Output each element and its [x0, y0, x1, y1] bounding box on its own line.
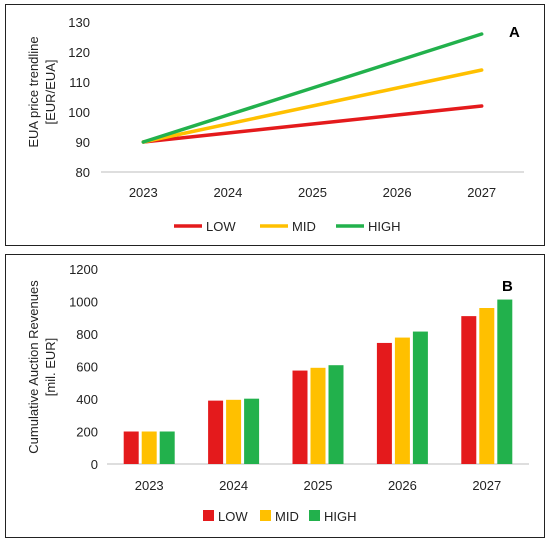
bar-low-2026: [376, 342, 392, 464]
legend: LOW MID HIGH: [203, 509, 357, 524]
x-tick-label: 2025: [298, 185, 327, 200]
x-tick-label: 2023: [129, 185, 158, 200]
panel-label-b: B: [502, 278, 513, 295]
y-tick-label: 800: [76, 327, 98, 342]
x-tick-label: 2026: [383, 185, 412, 200]
bar-low-2025: [292, 370, 308, 464]
bar-low-2024: [208, 400, 224, 464]
bar-high-2025: [328, 365, 344, 464]
legend-swatch-low: [203, 510, 214, 521]
bar-low-2027: [461, 316, 477, 464]
series-lines: [141, 32, 484, 144]
series-line-low: [141, 104, 484, 144]
series-line-mid: [141, 68, 484, 144]
legend-swatch-mid: [260, 510, 271, 521]
x-tick-label: 2025: [304, 478, 333, 493]
y-tick-label: 100: [68, 105, 90, 120]
bars: [123, 299, 513, 464]
line-chart: 80 90 100 110 120 130 2023 2024 2025 2026 2027 EU…: [26, 15, 524, 234]
y-tick-labels: 80 90 100 110 120 130: [68, 15, 90, 180]
bar-low-2023: [123, 431, 139, 464]
y-tick-label: 110: [69, 75, 90, 90]
y-axis-title-line2: [EUR/EUA]: [43, 59, 58, 124]
x-tick-labels: 2023 2024 2025 2026 2027: [129, 185, 496, 200]
x-tick-label: 2024: [219, 478, 248, 493]
y-tick-label: 120: [68, 45, 90, 60]
legend-label-mid: MID: [292, 219, 316, 234]
y-axis-title-line2: [mil. EUR]: [43, 338, 58, 397]
bar-mid-2023: [141, 431, 157, 464]
bar-mid-2026: [394, 337, 410, 464]
y-tick-label: 400: [76, 392, 98, 407]
bar-mid-2027: [479, 308, 495, 464]
legend-label-mid: MID: [275, 509, 299, 524]
y-axis-title-line1: EUA price trendline: [26, 36, 41, 147]
legend-label-high: HIGH: [324, 509, 357, 524]
legend-label-low: LOW: [206, 219, 236, 234]
bar-high-2024: [244, 398, 260, 464]
y-tick-label: 200: [76, 425, 98, 440]
y-axis-title-line1: Cumulative Auction Revenues: [26, 280, 41, 454]
y-tick-label: 0: [91, 457, 98, 472]
x-tick-label: 2023: [135, 478, 164, 493]
y-tick-label: 90: [76, 135, 90, 150]
bar-high-2023: [159, 431, 175, 464]
legend: LOW MID HIGH: [174, 219, 401, 234]
bar-mid-2024: [226, 399, 242, 464]
x-tick-label: 2027: [467, 185, 496, 200]
y-tick-labels: 0 200 400 600 800 1000 1200: [69, 262, 98, 472]
panel-label-a: A: [509, 24, 520, 41]
y-tick-label: 130: [68, 15, 90, 30]
x-tick-labels: 2023 2024 2025 2026 2027: [135, 478, 502, 493]
legend-swatch-high: [309, 510, 320, 521]
bar-mid-2025: [310, 367, 326, 464]
chart-panel-a: 80 90 100 110 120 130 2023 2024 2025 2026 2027 EU…: [5, 4, 545, 246]
y-tick-label: 80: [76, 165, 90, 180]
y-tick-label: 600: [76, 360, 98, 375]
chart-panel-b: 0 200 400 600 800 1000 1200 2023 2024 2025 2026 20…: [5, 254, 545, 538]
legend-label-high: HIGH: [368, 219, 401, 234]
x-tick-label: 2026: [388, 478, 417, 493]
legend-label-low: LOW: [218, 509, 248, 524]
series-line-high: [141, 32, 484, 144]
bar-high-2027: [497, 299, 513, 464]
y-tick-label: 1000: [69, 295, 98, 310]
x-tick-label: 2027: [472, 478, 501, 493]
bar-high-2026: [412, 331, 428, 464]
x-tick-label: 2024: [213, 185, 242, 200]
y-tick-label: 1200: [69, 262, 98, 277]
